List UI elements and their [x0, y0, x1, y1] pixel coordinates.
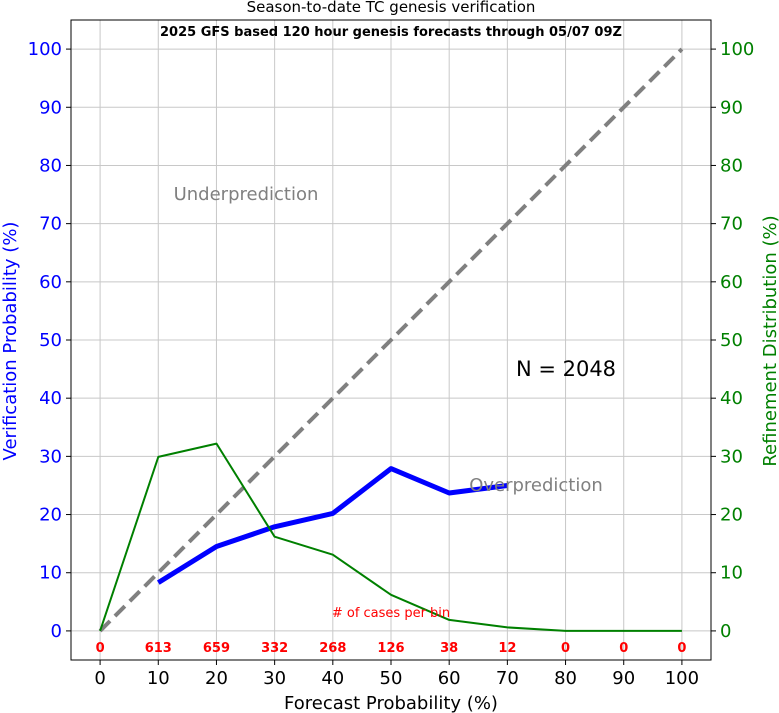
case-count-label: 659 — [203, 641, 230, 656]
y-right-tick-label: 0 — [720, 621, 731, 642]
y-left-tick-label: 40 — [39, 388, 62, 409]
case-count-label: 0 — [96, 641, 105, 656]
y-right-tick-label: 80 — [720, 155, 743, 176]
x-tick-label: 80 — [554, 668, 577, 689]
case-count-label: 0 — [677, 641, 686, 656]
case-count-label: 268 — [319, 641, 346, 656]
y-left-tick-label: 50 — [39, 330, 62, 351]
axis-ticks: 0 10 20 30 40 50 60 70 80 90 100010203040506070809… — [28, 39, 755, 689]
y-left-tick-label: 70 — [39, 214, 62, 235]
y-left-tick-label: 20 — [39, 505, 62, 526]
y-left-tick-label: 60 — [39, 272, 62, 293]
case-count-label: 0 — [561, 641, 570, 656]
perfect-reliability-line — [98, 47, 684, 633]
x-tick-label: 30 — [263, 668, 286, 689]
overprediction-label: Overprediction — [469, 475, 603, 496]
x-tick-label: 0 — [94, 668, 105, 689]
x-tick-label: 10 — [147, 668, 170, 689]
n-count-label: N = 2048 — [516, 357, 616, 381]
y-right-tick-label: 50 — [720, 330, 743, 351]
cases-per-bin-label: # of cases per bin — [332, 606, 450, 621]
case-count-label: 12 — [498, 641, 516, 656]
y-right-tick-label: 70 — [720, 214, 743, 235]
x-tick-label: 90 — [612, 668, 635, 689]
refinement-distribution-line — [99, 442, 682, 632]
y-left-tick-label: 10 — [39, 563, 62, 584]
y-axis-label-right: Refinement Distribution (%) — [760, 215, 779, 466]
x-tick-label: 50 — [380, 668, 403, 689]
x-tick-label: 100 — [665, 668, 699, 689]
y-right-tick-label: 100 — [720, 39, 754, 60]
case-counts: 0 613 659 332 268 126 38 12 0 0 0 — [96, 641, 687, 656]
y-right-tick-label: 90 — [720, 97, 743, 118]
underprediction-label: Underprediction — [174, 184, 319, 205]
x-tick-label: 40 — [321, 668, 344, 689]
y-left-tick-label: 90 — [39, 97, 62, 118]
grid-lines — [71, 20, 711, 660]
case-count-label: 332 — [261, 641, 288, 656]
chart-subtitle: 2025 GFS based 120 hour genesis forecast… — [160, 25, 622, 40]
x-axis-label: Forecast Probability (%) — [284, 693, 498, 713]
case-count-label: 38 — [440, 641, 458, 656]
y-right-tick-label: 40 — [720, 388, 743, 409]
case-count-label: 613 — [145, 641, 172, 656]
y-right-tick-label: 20 — [720, 505, 743, 526]
series-group — [98, 47, 684, 633]
y-left-tick-label: 0 — [51, 621, 62, 642]
y-right-tick-label: 10 — [720, 563, 743, 584]
y-right-tick-label: 60 — [720, 272, 743, 293]
y-left-tick-label: 80 — [39, 155, 62, 176]
chart-title: Season-to-date TC genesis verification — [247, 0, 536, 16]
x-tick-label: 70 — [496, 668, 519, 689]
x-tick-label: 60 — [438, 668, 461, 689]
y-axis-label-left: Verification Probability (%) — [0, 222, 21, 461]
y-right-tick-label: 30 — [720, 446, 743, 467]
case-count-label: 0 — [619, 641, 628, 656]
case-count-label: 126 — [377, 641, 404, 656]
y-left-tick-label: 30 — [39, 446, 62, 467]
x-tick-label: 20 — [205, 668, 228, 689]
verification-probability-line — [156, 466, 508, 585]
y-left-tick-label: 100 — [28, 39, 62, 60]
